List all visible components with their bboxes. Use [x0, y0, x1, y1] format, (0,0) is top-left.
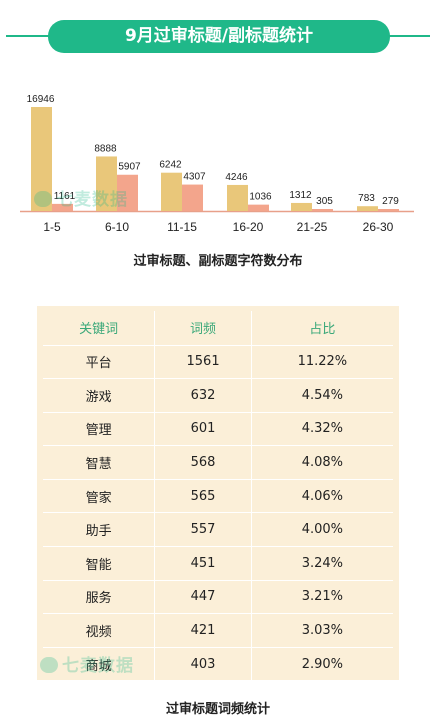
table-cell: 4.06% [250, 478, 393, 513]
page-title: 9月过审标题/副标题统计 [48, 20, 390, 53]
watermark-logo-icon [40, 657, 58, 673]
table-cell: 2.90% [250, 646, 393, 681]
x-tick-label: 16-20 [233, 220, 264, 234]
table-row: 管家 565 4.06% [43, 478, 393, 513]
table-header-row: 关键词 词频 占比 [43, 311, 393, 345]
table-row: 助手 557 4.00% [43, 512, 393, 547]
bar-series1-26-30 [357, 206, 378, 211]
data-label-series2-21-25: 305 [316, 196, 333, 207]
table-cell: 4.32% [250, 411, 393, 446]
x-tick-label: 21-25 [297, 220, 328, 234]
x-tick-label: 1-5 [43, 220, 61, 234]
watermark-logo-icon [34, 191, 52, 207]
table-cell: 平台 [43, 344, 155, 379]
table-cell: 601 [154, 411, 252, 446]
data-label-series1-16-20: 4246 [225, 172, 248, 183]
bar-series2-1-5 [52, 203, 73, 211]
data-label-series2-1-5: 1161 [54, 191, 76, 202]
table-row: 平台 1561 11.22% [43, 344, 393, 379]
bar-series1-11-15 [161, 172, 182, 211]
banner-line-left [6, 35, 56, 37]
x-tick-label: 6-10 [105, 220, 129, 234]
bar-series2-11-15 [182, 184, 203, 211]
table-row: 游戏 632 4.54% [43, 378, 393, 413]
table-row: 管理 601 4.32% [43, 411, 393, 446]
bar-series1-1-5 [31, 107, 52, 211]
table-caption: 过审标题词频统计 [165, 702, 270, 717]
banner-line-right [382, 35, 430, 37]
table-cell: 4.08% [250, 445, 393, 480]
data-label-series2-26-30: 279 [382, 196, 399, 207]
table-cell: 视频 [43, 613, 155, 648]
data-label-series2-6-10: 5907 [118, 162, 141, 173]
table-cell: 4.00% [250, 512, 393, 547]
bar-series2-6-10 [117, 174, 138, 211]
table-cell: 3.21% [250, 579, 393, 614]
table-cell: 4.54% [250, 378, 393, 413]
data-label-series2-16-20: 1036 [249, 192, 272, 203]
watermark: 七麦数据 [40, 651, 134, 676]
bar-series2-16-20 [248, 204, 269, 211]
table-cell: 568 [154, 445, 252, 480]
watermark: 七麦数据 [34, 185, 128, 210]
table-cell: 11.22% [250, 344, 393, 379]
table-cell: 游戏 [43, 378, 155, 413]
table-cell: 智慧 [43, 445, 155, 480]
data-label-series1-21-25: 1312 [289, 190, 312, 201]
table-cell: 管家 [43, 478, 155, 513]
table-cell: 1561 [154, 344, 252, 379]
table-cell: 服务 [43, 579, 155, 614]
table-cell: 632 [154, 378, 252, 413]
table-cell: 智能 [43, 546, 155, 581]
table-cell: 管理 [43, 411, 155, 446]
table-body: 平台 1561 11.22% 游戏 632 4.54% 管理 601 4.32% 智慧 568 4.0… [43, 344, 393, 681]
bar-series2-21-25 [312, 209, 333, 211]
table-row: 视频 421 3.03% [43, 613, 393, 648]
table-cell: 3.24% [250, 546, 393, 581]
column-header: 占比 [250, 311, 393, 345]
x-tick-label: 26-30 [363, 220, 394, 234]
column-header: 词频 [154, 311, 252, 345]
table-row: 商城 403 2.90% [43, 646, 393, 681]
table-cell: 助手 [43, 512, 155, 547]
data-label-series1-11-15: 6242 [159, 160, 182, 171]
table-row: 服务 447 3.21% [43, 579, 393, 614]
bar-series1-16-20 [227, 184, 248, 211]
bar-series1-6-10 [96, 156, 117, 211]
chart-caption: 过审标题、副标题字符数分布 [133, 254, 303, 269]
column-header: 关键词 [79, 322, 119, 338]
table-cell: 565 [154, 478, 252, 513]
table-cell: 3.03% [250, 613, 393, 648]
x-tick-label: 11-15 [167, 220, 197, 234]
table-row: 智慧 568 4.08% [43, 445, 393, 480]
bar-series2-26-30 [378, 209, 399, 211]
bar-series1-21-25 [291, 202, 312, 211]
table-cell: 商城 [43, 646, 155, 681]
table-cell: 421 [154, 613, 252, 648]
table-row: 智能 451 3.24% [43, 546, 393, 581]
data-label-series1-6-10: 8888 [94, 143, 117, 154]
table-cell: 451 [154, 546, 252, 581]
table-cell: 403 [154, 646, 252, 681]
table-cell: 557 [154, 512, 252, 547]
data-label-series1-26-30: 783 [358, 193, 375, 204]
table-cell: 447 [154, 579, 252, 614]
data-label-series1-1-5: 16946 [27, 94, 55, 105]
data-label-series2-11-15: 4307 [183, 172, 206, 183]
keyword-table: 关键词 词频 占比 平台 1561 11.22% 游戏 632 4.54% 管理 601 4.32%… [37, 306, 399, 681]
